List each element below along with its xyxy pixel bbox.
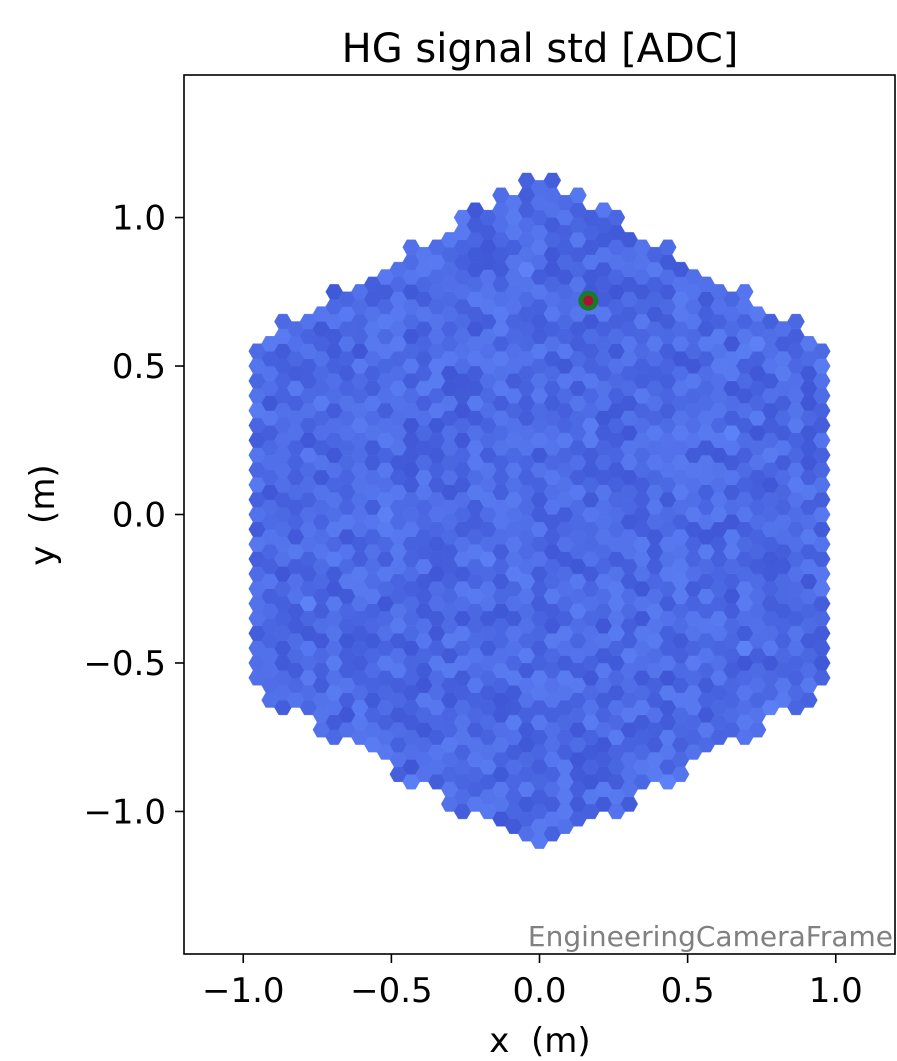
y-axis-label: y (m)	[23, 464, 63, 565]
camera-pixel	[607, 209, 626, 226]
highlight-center	[583, 295, 594, 306]
y-tick-label: 0.0	[112, 496, 166, 536]
camera-pixel	[543, 172, 562, 189]
camera-pixel	[787, 313, 805, 330]
y-axis-ticks: 1.0 0.5 0.0 −0.5 −1.0	[83, 199, 184, 832]
y-tick-label: 1.0	[112, 199, 166, 239]
x-tick-label: 1.0	[809, 971, 863, 1011]
chart-title: HG signal std [ADC]	[342, 26, 739, 72]
frame-label: EngineeringCameraFrame	[528, 920, 893, 953]
camera-pixel	[735, 284, 754, 300]
y-tick-label: 0.5	[112, 347, 166, 387]
y-tick-label: −1.0	[83, 792, 166, 832]
x-tick-label: 0.0	[512, 971, 566, 1011]
x-axis-ticks: −1.0 −0.5 0.0 0.5 1.0	[202, 954, 863, 1011]
camera-pixel	[812, 343, 831, 359]
highlighted-pixel	[578, 290, 599, 311]
y-tick-label: −0.5	[83, 644, 166, 684]
camera-pixel	[569, 187, 587, 203]
x-tick-label: 0.5	[661, 971, 715, 1011]
x-axis-label: x (m)	[489, 1021, 590, 1061]
camera-pixel	[658, 239, 677, 255]
x-tick-label: −0.5	[350, 971, 433, 1011]
camera-pixel-grid	[248, 172, 831, 849]
x-tick-label: −1.0	[202, 971, 285, 1011]
